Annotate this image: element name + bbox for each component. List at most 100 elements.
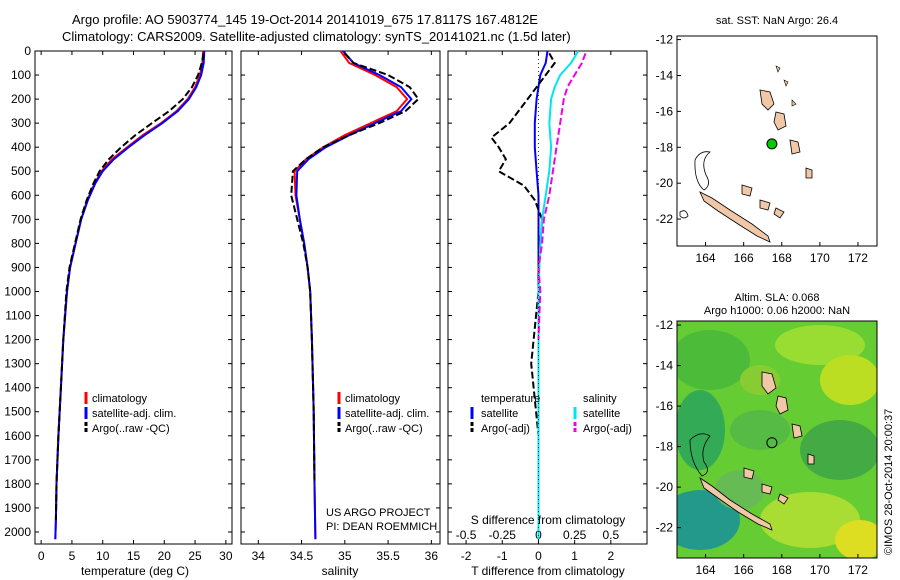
map-y-tick-label: -22 (656, 212, 674, 226)
temperature-series (54, 51, 206, 540)
malekula-island (775, 395, 789, 415)
x-tick-label: 5 (69, 549, 76, 563)
difference-legend: temperature satellite Argo(-adj) salinit… (470, 393, 632, 435)
salinity-axis: 34 34.5 35 35.5 36 (252, 51, 439, 563)
y-tick-label: 500 (11, 164, 31, 178)
chart-title: Argo profile: AO 5903774_145 19-Oct-2014… (72, 12, 538, 27)
map-y-tick-label: -20 (656, 480, 674, 494)
x-tick-label: 30 (219, 549, 233, 563)
efate-island (789, 139, 801, 155)
series-line-argo-raw-qc- (54, 53, 205, 521)
difference-plot-frame (447, 50, 648, 545)
legend-label-climatology: climatology (345, 393, 401, 405)
map-x-tick-label: 170 (810, 251, 830, 265)
y-tick-label: 200 (11, 92, 31, 106)
legend-label-sal-argo: Argo(-adj) (583, 423, 632, 435)
reef-outline (689, 433, 711, 477)
temperature-plot-frame (34, 50, 233, 545)
reef-outline (694, 151, 711, 191)
sla-field (677, 321, 877, 558)
espiritu-santo-island (759, 89, 775, 111)
sla-map-frame (676, 320, 878, 559)
series-line-argo-raw-qc- (290, 52, 420, 484)
y-tick-label: 1400 (4, 381, 31, 395)
series-line-satellite-adj-clim- (54, 51, 206, 540)
y-tick-label: 1600 (4, 429, 31, 443)
y-tick-label: 1300 (4, 357, 31, 371)
efate-island (791, 423, 803, 439)
loyalty-islands (741, 184, 785, 219)
x-tick-label-top: -0.25 (489, 528, 517, 542)
x-tick-label: 15 (127, 549, 141, 563)
y-tick-label: 1900 (4, 501, 31, 515)
x-tick-label: 36 (425, 549, 439, 563)
espiritu-santo-island (761, 371, 777, 395)
y-tick-label: 100 (11, 68, 31, 82)
series-line-salinity-satellite (537, 51, 580, 540)
x-tick-label: 35.5 (376, 549, 400, 563)
x-tick-label: 10 (96, 549, 110, 563)
new-caledonia-island (699, 191, 771, 243)
legend-label-satellite: satellite-adj. clim. (92, 408, 176, 420)
sst-map-coastlines (679, 65, 813, 243)
salinity-series (290, 51, 420, 540)
map-y-tick-label: -16 (656, 399, 674, 413)
y-tick-label: 1700 (4, 453, 31, 467)
y-tick-label: 700 (11, 212, 31, 226)
x-tick-label: 35 (338, 549, 352, 563)
x-tick-label: 34 (252, 549, 266, 563)
depth-axis: 0 100 200 300 400 500 600 700 800 900 1000 1100 1200… (4, 44, 647, 539)
x-tick-label: 0 (38, 549, 45, 563)
x-tick-label: 20 (158, 549, 172, 563)
map-x-tick-label: 168 (772, 563, 792, 577)
y-tick-label: 0 (24, 44, 31, 58)
map-x-tick-label: 164 (696, 251, 716, 265)
legend-label-satellite: satellite-adj. clim. (345, 408, 429, 420)
credit-project: US ARGO PROJECT (326, 507, 431, 519)
series-line-satellite-adj-clim- (295, 51, 413, 540)
legend-title-temperature: temperature (481, 393, 540, 405)
sla-map-subtitle: Argo h1000: 0.06 h2000: NaN (704, 305, 850, 317)
x-tick-label: 0 (535, 549, 542, 563)
tanna-island (805, 167, 813, 179)
temperature-axis-label: temperature (deg C) (81, 564, 189, 578)
salinity-plot-frame (240, 50, 441, 545)
s-difference-axis-label: S difference from climatology (471, 513, 626, 527)
malekula-island (773, 111, 787, 131)
y-tick-label: 1100 (5, 309, 31, 323)
imos-timestamp: ©IMOS 28-Oct-2014 20:00:37 (883, 409, 895, 555)
loyalty-islands (743, 467, 789, 505)
y-tick-label: 900 (11, 260, 31, 274)
sla-map-coastlines (689, 371, 815, 531)
legend-label-climatology: climatology (92, 393, 148, 405)
banks-islands (775, 65, 797, 107)
argo-position-marker (766, 138, 778, 150)
sst-map-axes: 164 166 168 170 172 -12 -14 -16 -18 -20 -22 (656, 33, 869, 265)
y-tick-label: 400 (11, 140, 31, 154)
salinity-axis-label: salinity (322, 564, 359, 578)
chart-subtitle: Climatology: CARS2009. Satellite-adjuste… (62, 29, 571, 44)
series-line-salinity-argo-adj- (537, 53, 587, 340)
x-tick-label: 1 (571, 549, 578, 563)
y-tick-label: 600 (11, 188, 31, 202)
map-y-tick-label: -20 (656, 176, 674, 190)
legend-label-temp-satellite: satellite (481, 408, 518, 420)
y-tick-label: 1500 (4, 405, 31, 419)
x-tick-label-top: 0.5 (602, 528, 619, 542)
map-y-tick-label: -12 (656, 33, 674, 47)
legend-label-sal-satellite: satellite (583, 408, 620, 420)
map-y-tick-label: -16 (656, 104, 674, 118)
x-tick-label-top: 0.25 (563, 528, 587, 542)
map-x-tick-label: 166 (734, 251, 754, 265)
map-y-tick-label: -22 (656, 521, 674, 535)
y-tick-label: 800 (11, 236, 31, 250)
legend-label-argo: Argo(..raw -QC) (345, 423, 423, 435)
salinity-legend: climatology satellite-adj. clim. Argo(..… (326, 392, 437, 533)
map-x-tick-label: 166 (734, 563, 754, 577)
x-tick-label: -1 (497, 549, 508, 563)
x-tick-label: 2 (607, 549, 614, 563)
sla-map: Altim. SLA: 0.068 Argo h1000: 0.06 h2000… (656, 292, 878, 577)
map-y-tick-label: -18 (656, 140, 674, 154)
map-x-tick-label: 172 (848, 563, 868, 577)
